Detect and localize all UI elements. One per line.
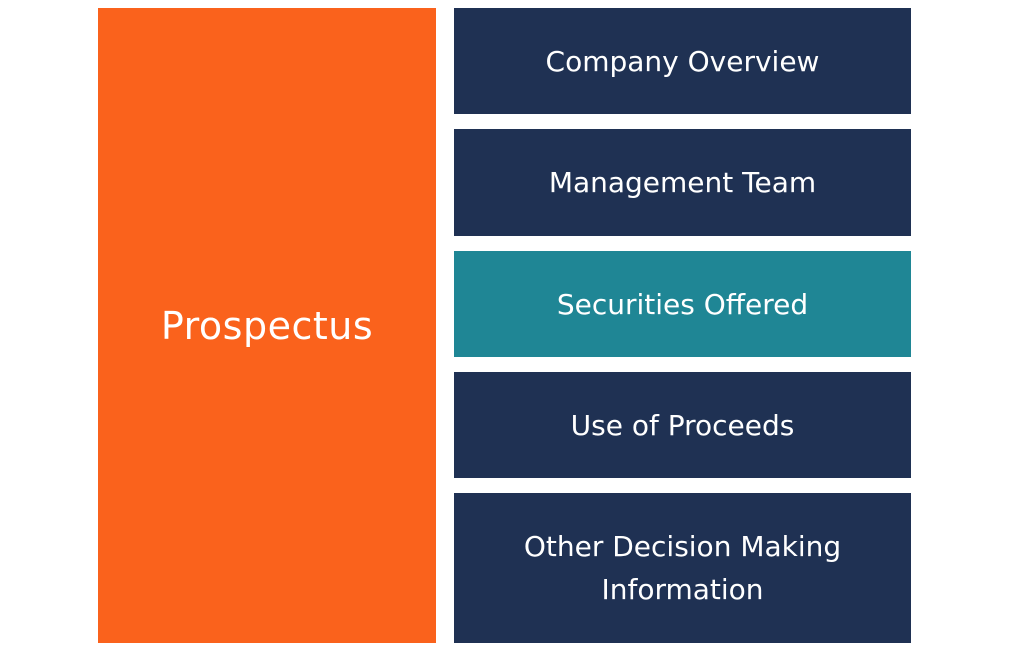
section-label: Other Decision Making Information [523, 530, 842, 606]
section-company-overview: Company Overview [454, 8, 911, 114]
prospectus-block: Prospectus [98, 8, 436, 643]
section-management-team: Management Team [454, 129, 911, 236]
section-label: Management Team [548, 166, 817, 199]
section-securities-offered: Securities Offered [454, 251, 911, 357]
prospectus-label: Prospectus [160, 303, 374, 348]
section-label: Use of Proceeds [570, 408, 795, 442]
prospectus-sections: Company Overview Management Team Securit… [454, 8, 911, 643]
section-label: Securities Offered [556, 287, 809, 321]
section-label: Company Overview [545, 44, 820, 78]
section-other-decision-making-information: Other Decision Making Information [454, 493, 911, 643]
section-use-of-proceeds: Use of Proceeds [454, 372, 911, 478]
